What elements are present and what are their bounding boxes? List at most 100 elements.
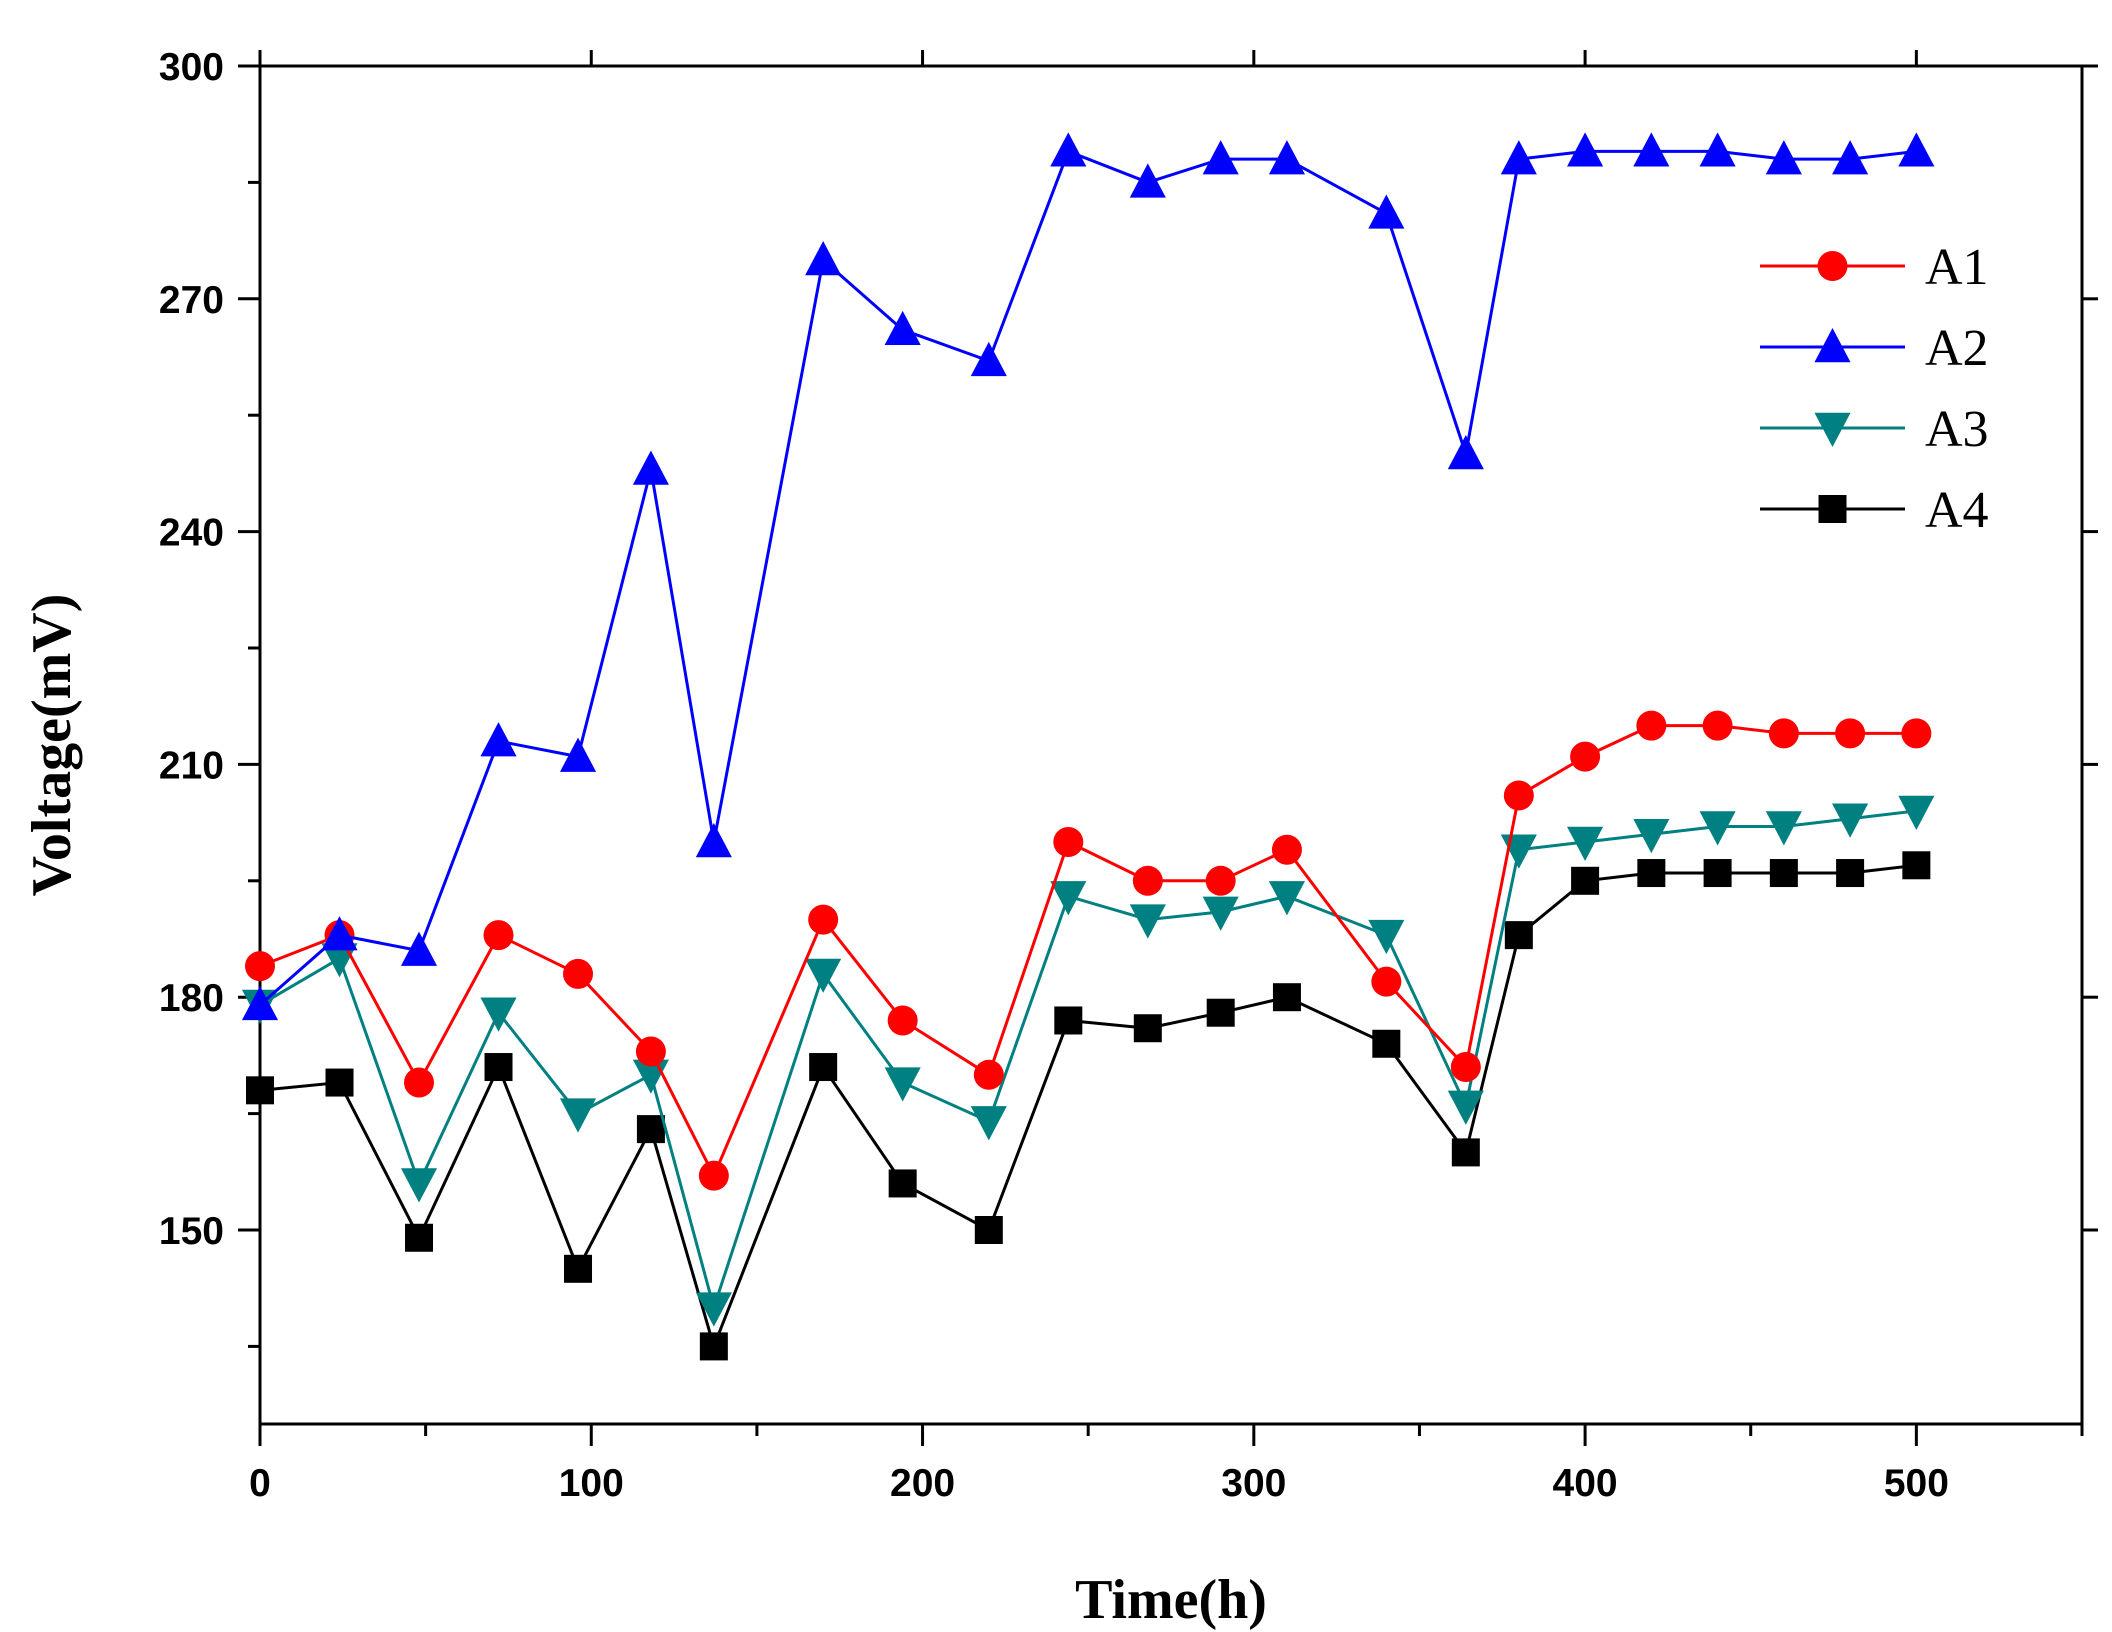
y-tick-label: 180 bbox=[159, 977, 224, 1020]
data-point-a3 bbox=[805, 958, 842, 993]
data-point-a4 bbox=[246, 1076, 274, 1105]
data-point-a2 bbox=[1368, 194, 1405, 229]
y-axis-title: Voltage(mV) bbox=[21, 594, 83, 897]
data-point-a4 bbox=[974, 1216, 1003, 1244]
plot-area bbox=[258, 64, 2084, 1426]
data-point-a2 bbox=[1268, 140, 1305, 175]
data-point-a3 bbox=[1129, 904, 1166, 939]
y-tick-label: 300 bbox=[159, 46, 224, 89]
data-point-a2 bbox=[1050, 132, 1087, 167]
data-point-a2 bbox=[400, 931, 438, 966]
data-point-a4 bbox=[888, 1169, 917, 1198]
data-point-a1 bbox=[404, 1067, 435, 1098]
data-point-a4 bbox=[699, 1332, 728, 1361]
legend-label: A4 bbox=[1925, 482, 1989, 539]
data-point-a3 bbox=[1898, 795, 1935, 830]
x-tick-label: 500 bbox=[1884, 1462, 1949, 1505]
data-point-a3 bbox=[1765, 811, 1802, 846]
data-point-a2 bbox=[1500, 140, 1537, 175]
x-tick-label: 200 bbox=[890, 1462, 955, 1505]
data-point-a1 bbox=[1271, 834, 1302, 865]
plot-frame bbox=[258, 64, 2084, 1426]
data-point-a4 bbox=[1902, 851, 1931, 880]
legend-label: A2 bbox=[1925, 320, 1989, 377]
data-point-a2 bbox=[1633, 132, 1670, 167]
data-point-a4 bbox=[484, 1053, 513, 1082]
y-tick-label: 150 bbox=[159, 1210, 224, 1253]
data-point-a1 bbox=[1371, 966, 1402, 997]
data-point-a1 bbox=[1901, 718, 1932, 749]
data-point-a4 bbox=[1054, 1006, 1083, 1035]
data-point-a2 bbox=[1567, 132, 1604, 167]
data-point-a4 bbox=[809, 1053, 838, 1082]
y-tick-label: 210 bbox=[159, 744, 224, 787]
data-point-a2 bbox=[1447, 435, 1484, 470]
y-tick-label: 240 bbox=[159, 512, 224, 555]
data-point-a3 bbox=[1633, 819, 1670, 854]
x-tick-label: 400 bbox=[1553, 1462, 1618, 1505]
data-point-a4 bbox=[1372, 1029, 1401, 1058]
data-point-a3 bbox=[1699, 811, 1736, 846]
data-point-a2 bbox=[884, 310, 921, 346]
series-a2 bbox=[241, 132, 1935, 1021]
data-point-a1 bbox=[1450, 1052, 1481, 1083]
data-point-a1 bbox=[1132, 865, 1163, 896]
data-point-a1 bbox=[1768, 718, 1799, 749]
legend-label: A3 bbox=[1925, 401, 1989, 458]
series-a1 bbox=[245, 710, 1932, 1191]
data-point-a4 bbox=[1836, 859, 1865, 888]
data-point-a1 bbox=[887, 1005, 918, 1036]
data-point-a4 bbox=[1769, 859, 1798, 888]
x-axis-title: Time(h) bbox=[1075, 1569, 1267, 1631]
data-point-a2 bbox=[321, 916, 358, 951]
data-point-a2 bbox=[632, 450, 669, 485]
data-point-a3 bbox=[559, 1098, 597, 1133]
data-point-a3 bbox=[884, 1067, 921, 1102]
data-point-a3 bbox=[1447, 1090, 1484, 1125]
legend-marker bbox=[1818, 495, 1847, 523]
data-point-a3 bbox=[1567, 826, 1604, 861]
data-point-a2 bbox=[1202, 140, 1239, 175]
data-point-a4 bbox=[564, 1254, 593, 1283]
data-point-a3 bbox=[480, 997, 517, 1032]
legend-marker bbox=[1814, 328, 1851, 363]
data-point-a4 bbox=[1504, 921, 1533, 950]
data-point-a4 bbox=[1637, 859, 1666, 888]
series-line-a1 bbox=[259, 724, 1917, 1180]
y-tick-label: 270 bbox=[159, 279, 224, 322]
data-point-a2 bbox=[1699, 132, 1736, 167]
x-tick-label: 300 bbox=[1221, 1462, 1286, 1505]
data-point-a1 bbox=[808, 904, 839, 935]
data-point-a2 bbox=[1832, 140, 1869, 175]
data-point-a4 bbox=[1703, 859, 1732, 888]
data-point-a1 bbox=[635, 1036, 666, 1067]
data-point-a1 bbox=[1570, 741, 1601, 772]
data-point-a1 bbox=[563, 958, 594, 989]
data-point-a4 bbox=[1133, 1014, 1162, 1043]
data-point-a4 bbox=[1272, 983, 1301, 1012]
data-point-a1 bbox=[1835, 718, 1866, 749]
data-point-a3 bbox=[1832, 803, 1869, 838]
data-point-a3 bbox=[400, 1168, 438, 1203]
data-point-a2 bbox=[695, 823, 732, 858]
data-point-a4 bbox=[636, 1115, 665, 1144]
data-point-a3 bbox=[1050, 881, 1087, 916]
data-point-a3 bbox=[695, 1292, 732, 1327]
legend-marker bbox=[1817, 251, 1848, 281]
legend-item-a1: A1 bbox=[1760, 239, 1989, 296]
data-point-a1 bbox=[1702, 710, 1733, 741]
data-point-a1 bbox=[1053, 827, 1084, 857]
data-point-a2 bbox=[970, 341, 1007, 377]
data-point-a4 bbox=[1451, 1138, 1480, 1167]
series-line-a2 bbox=[259, 149, 1917, 1007]
data-point-a1 bbox=[1503, 780, 1534, 811]
series-a4 bbox=[246, 851, 1931, 1361]
data-point-a3 bbox=[970, 1106, 1007, 1141]
data-point-a2 bbox=[480, 722, 517, 757]
data-point-a3 bbox=[1268, 881, 1305, 916]
data-point-a1 bbox=[973, 1059, 1004, 1090]
data-point-a4 bbox=[405, 1223, 434, 1252]
data-point-a2 bbox=[241, 985, 279, 1021]
axes: 0 100 200 300 400 500 150 180 210 240 270 300 bbox=[159, 46, 2098, 1505]
